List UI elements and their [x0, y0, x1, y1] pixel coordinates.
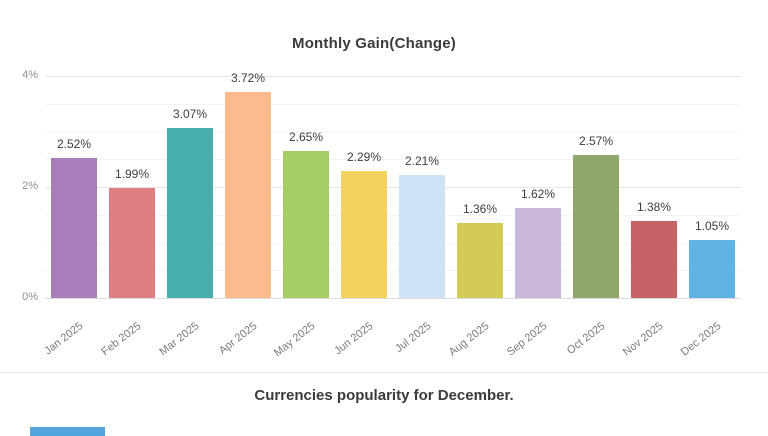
y-gridline	[45, 215, 741, 216]
bar-sep-2025	[515, 208, 561, 298]
bar-value-label: 2.21%	[404, 154, 440, 168]
bar-nov-2025	[631, 221, 677, 298]
y-gridline	[45, 270, 741, 271]
section-divider	[0, 372, 768, 373]
bar-value-label: 1.99%	[114, 167, 150, 181]
chart-title: Monthly Gain(Change)	[292, 35, 456, 52]
bar-aug-2025	[457, 223, 503, 298]
bar-value-label: 1.62%	[520, 187, 556, 201]
bar-dec-2025	[689, 240, 735, 298]
bar-oct-2025	[573, 155, 619, 298]
y-gridline	[45, 132, 741, 133]
bar-value-label: 2.57%	[578, 134, 614, 148]
next-chart-partial-bar	[30, 427, 105, 436]
y-axis-tick-label: 4%	[22, 69, 38, 81]
bar-may-2025	[283, 151, 329, 298]
bar-jan-2025	[51, 158, 97, 298]
y-gridline	[45, 159, 741, 160]
bar-value-label: 1.05%	[694, 219, 730, 233]
y-gridline	[45, 187, 741, 188]
bar-jun-2025	[341, 171, 387, 298]
y-gridline	[45, 243, 741, 244]
bar-jul-2025	[399, 175, 445, 298]
bar-mar-2025	[167, 128, 213, 298]
bar-feb-2025	[109, 188, 155, 298]
bar-value-label: 1.36%	[462, 202, 498, 216]
bar-value-label: 3.07%	[172, 107, 208, 121]
bar-value-label: 2.29%	[346, 150, 382, 164]
y-axis-tick-label: 0%	[22, 291, 38, 303]
bar-apr-2025	[225, 92, 271, 298]
footer-section-title: Currencies popularity for December.	[254, 387, 514, 404]
bar-value-label: 2.52%	[56, 137, 92, 151]
x-axis-line	[45, 298, 741, 299]
bar-value-label: 2.65%	[288, 130, 324, 144]
bar-value-label: 3.72%	[230, 71, 266, 85]
y-gridline	[45, 104, 741, 105]
y-gridline	[45, 76, 741, 77]
y-axis-tick-label: 2%	[22, 180, 38, 192]
bar-value-label: 1.38%	[636, 200, 672, 214]
